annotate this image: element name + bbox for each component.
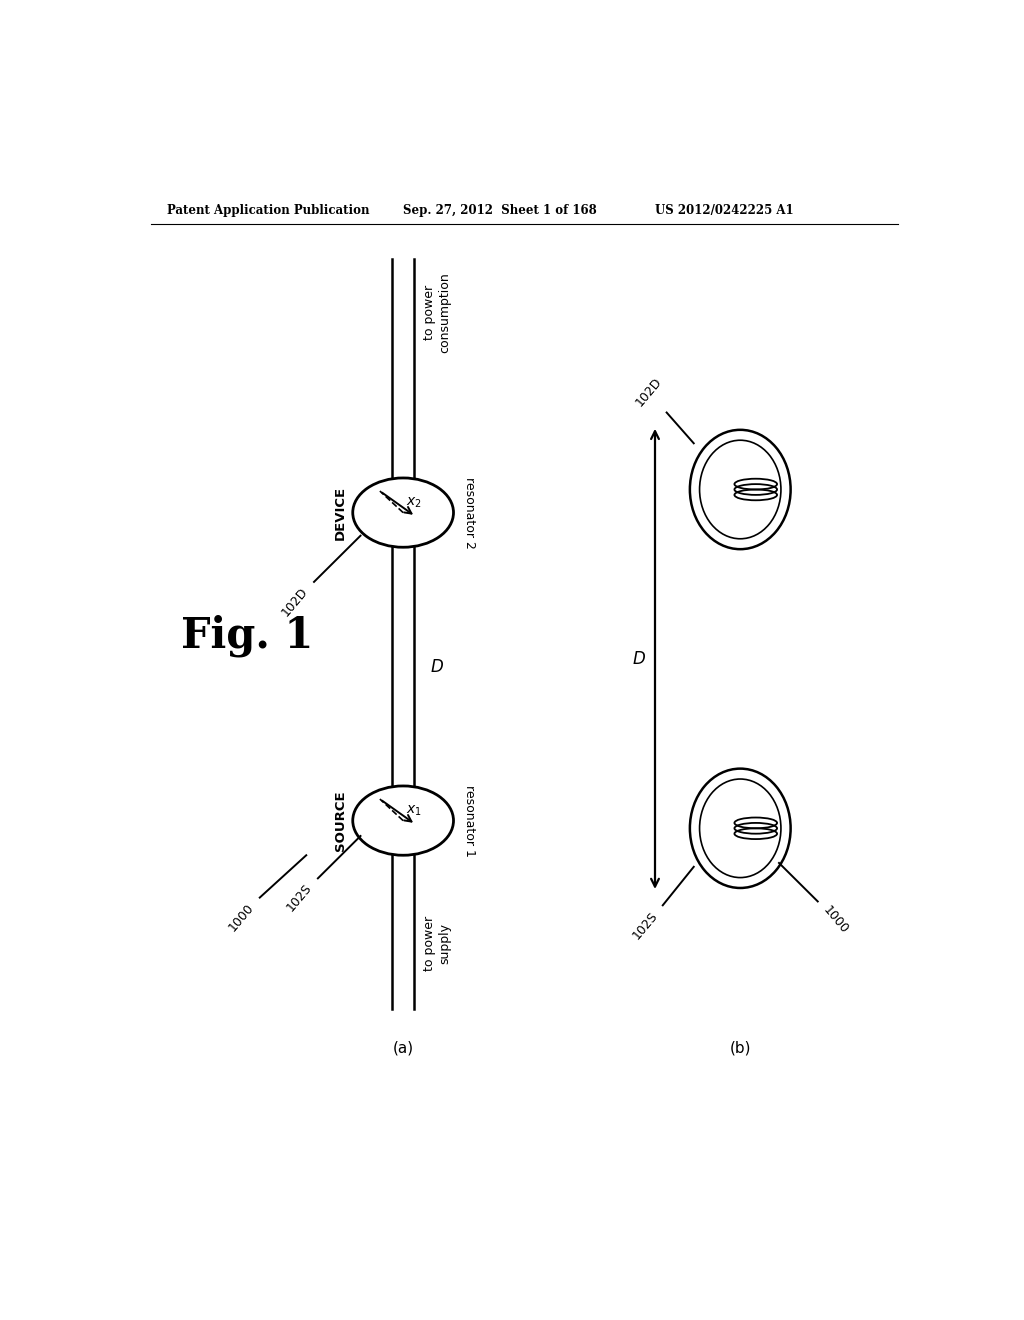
- Text: 102S: 102S: [630, 909, 660, 942]
- Text: $x_2$: $x_2$: [407, 495, 422, 510]
- Text: 102S: 102S: [285, 882, 314, 915]
- Text: Fig. 1: Fig. 1: [180, 615, 313, 657]
- Text: 1000: 1000: [226, 900, 257, 933]
- Text: SOURCE: SOURCE: [334, 791, 346, 851]
- Text: to power
consumption: to power consumption: [423, 272, 452, 352]
- Text: US 2012/0242225 A1: US 2012/0242225 A1: [655, 205, 794, 218]
- Text: DEVICE: DEVICE: [334, 486, 346, 540]
- Text: D: D: [431, 657, 443, 676]
- Text: to power
supply: to power supply: [423, 916, 452, 972]
- Text: resonator 2: resonator 2: [463, 477, 476, 549]
- Text: 102D: 102D: [280, 585, 311, 619]
- Text: 102D: 102D: [633, 375, 665, 409]
- Text: 1000: 1000: [820, 904, 851, 936]
- Text: (b): (b): [729, 1040, 751, 1055]
- Text: (a): (a): [392, 1040, 414, 1055]
- Text: Patent Application Publication: Patent Application Publication: [167, 205, 370, 218]
- Text: Sep. 27, 2012  Sheet 1 of 168: Sep. 27, 2012 Sheet 1 of 168: [403, 205, 597, 218]
- Text: D: D: [633, 649, 646, 668]
- Text: resonator 1: resonator 1: [463, 784, 476, 857]
- Text: $x_1$: $x_1$: [407, 803, 422, 817]
